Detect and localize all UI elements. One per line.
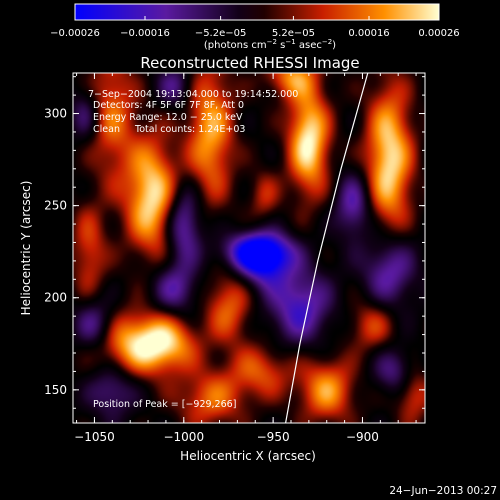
colorbar-tick-label: 0.00026 [418,28,459,39]
x-axis-tick-labels: −1050 −1000 −950 −900 [74,430,379,444]
x-tick-label: −1050 [74,430,115,444]
colorbar-tick-labels: −0.00026 −0.00016 −5.2e−05 5.2e−05 0.00016 0.… [50,28,460,39]
y-axis-label: Heliocentric Y (arcsec) [19,181,33,316]
x-tick-label: −950 [257,430,290,444]
annotation-clean: Clean Total counts: 1.24E+03 [93,124,245,135]
colorbar-tick-label: −0.00016 [120,28,170,39]
annotation-block: 7−Sep−2004 19:13:04.000 to 19:14:52.000 … [88,89,298,135]
y-axis-tick-labels: 150 200 250 300 [44,107,67,397]
annotation-time: 7−Sep−2004 19:13:04.000 to 19:14:52.000 [88,89,298,100]
y-axis-ticks [73,76,425,409]
colorbar-tick-label: −5.2e−05 [195,28,247,39]
annotation-energy: Energy Range: 12.0 − 25.0 keV [93,112,243,123]
y-tick-label: 250 [44,199,67,213]
x-axis-ticks [76,73,417,423]
y-tick-label: 150 [44,383,67,397]
colorbar-ticks [74,16,440,20]
y-tick-label: 300 [44,107,67,121]
annotation-detectors: Detectors: 4F 5F 6F 7F 8F, Att 0 [93,100,244,111]
colorbar-tick-label: −0.00026 [50,28,100,39]
colorbar-units: (photons cm−2 s−1 asec−2) [204,38,336,51]
peak-position-label: Position of Peak = [−929,266] [93,399,236,410]
x-tick-label: −1000 [163,430,204,444]
colorbar-tick-label: 5.2e−05 [272,28,315,39]
colorbar-tick-label: 0.00016 [348,28,389,39]
chart-title: Reconstructed RHESSI Image [140,54,359,72]
y-tick-label: 200 [44,291,67,305]
footer-date: 24−Jun−2013 00:27 [389,485,497,497]
colorbar [74,3,440,21]
x-tick-label: −900 [346,430,379,444]
solar-limb-curve [285,73,369,423]
x-axis-label: Heliocentric X (arcsec) [180,449,316,463]
heatmap-image [73,73,425,423]
plot-frame [72,72,426,424]
